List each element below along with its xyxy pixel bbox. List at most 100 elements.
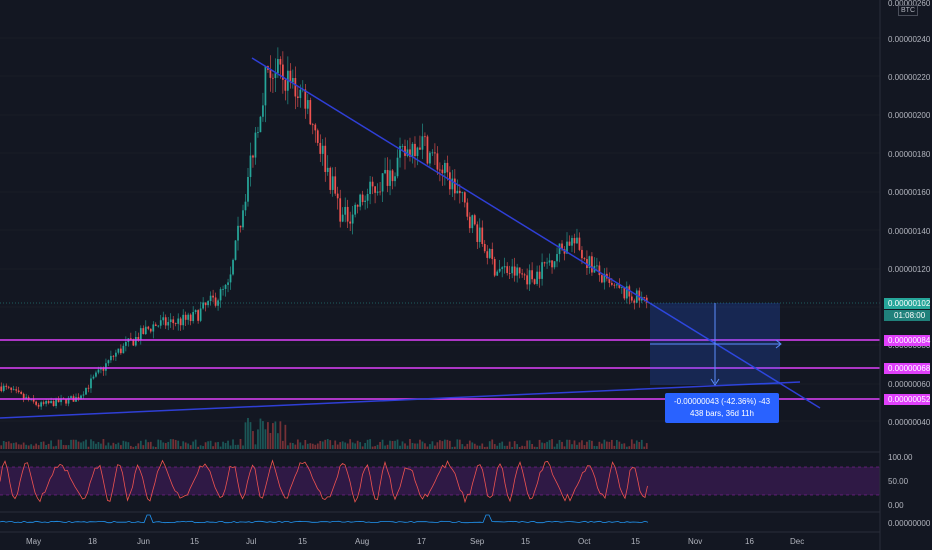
volume-bar <box>354 443 357 449</box>
candle-body <box>204 302 207 306</box>
candle-body <box>152 324 155 332</box>
oscillator-pane <box>0 451 880 513</box>
volume-bar <box>40 441 42 449</box>
candle-body <box>249 155 252 177</box>
volume-bar <box>182 441 185 449</box>
volume-bar <box>436 442 439 449</box>
volume-bar <box>396 439 399 449</box>
candle-body <box>436 153 439 170</box>
candle-body <box>107 360 110 364</box>
candle-body <box>421 136 424 150</box>
candle-body <box>60 398 62 403</box>
volume-bar <box>319 440 322 449</box>
volume-bar <box>371 446 374 449</box>
volume-bar <box>169 439 172 449</box>
volume-bar <box>286 445 289 449</box>
volume-bar <box>326 439 329 449</box>
descending-trendline[interactable] <box>251 57 821 409</box>
candle-body <box>257 132 259 133</box>
candle-body <box>411 143 414 157</box>
time-axis[interactable]: May 18 Jun 15 Jul 15 Aug 17 Sep 15 Oct 1… <box>26 537 804 546</box>
volume-bar <box>264 429 267 449</box>
volume-bar <box>17 444 20 449</box>
candle-body <box>17 390 20 392</box>
candle-body <box>154 324 157 327</box>
candle-body <box>356 204 359 207</box>
volume-bar <box>95 443 97 449</box>
candle-body <box>262 105 264 117</box>
volume-bar <box>309 443 312 449</box>
candle-body <box>304 89 307 109</box>
volume-bar <box>516 444 519 449</box>
volume-bar <box>184 442 187 449</box>
volume-bar <box>640 439 643 449</box>
volume-bar <box>314 444 317 449</box>
candle-body <box>434 152 436 154</box>
candle-body <box>431 152 434 154</box>
volume-bar <box>57 439 60 449</box>
price-tick: 0.00000120 <box>888 265 931 274</box>
candle-body <box>331 176 334 190</box>
volume-bar <box>321 441 324 449</box>
volume-bar <box>35 443 38 449</box>
candle-body <box>556 254 558 262</box>
candle-body <box>466 202 469 217</box>
candle-body <box>291 77 294 83</box>
volume-bar <box>222 441 224 449</box>
volume-bar <box>259 418 262 449</box>
time-tick: Dec <box>790 537 804 546</box>
candle-body <box>588 256 591 268</box>
candle-body <box>316 130 319 143</box>
candle-body <box>55 398 57 406</box>
volume-bar <box>551 439 553 449</box>
volume-bar <box>411 442 414 449</box>
current-price-tag <box>884 298 930 309</box>
volume-bar <box>55 445 57 449</box>
candle-body <box>638 290 641 301</box>
volume-bar <box>284 424 287 449</box>
candle-body <box>496 271 499 276</box>
volume-bar <box>366 439 369 449</box>
candle-body <box>95 372 97 377</box>
volume-bar <box>174 439 177 449</box>
candle-body <box>269 69 272 78</box>
candle-body <box>404 146 406 156</box>
volume-bar <box>120 445 122 449</box>
price-axis[interactable]: 0.00000260 0.00000240 0.00000220 0.00000… <box>879 0 931 550</box>
candle-body <box>306 100 309 109</box>
candle-body <box>132 339 135 346</box>
volume-bar <box>610 439 613 449</box>
candle-body <box>92 376 95 379</box>
ascending-trendline[interactable] <box>0 381 801 419</box>
candle-body <box>149 328 152 332</box>
measure-change-text: -0.00000043 (-42.36%) -43 <box>673 397 771 406</box>
measure-tool-label: -0.00000043 (-42.36%) -43 438 bars, 36d … <box>665 393 779 423</box>
volume-bar <box>304 440 307 449</box>
volume-bar <box>189 445 192 449</box>
candle-body <box>523 274 526 276</box>
volume-bar <box>311 443 314 449</box>
candle-body <box>144 326 147 335</box>
candle-body <box>573 238 576 244</box>
volume-bar <box>389 440 391 449</box>
candle-body <box>162 317 165 321</box>
candle-body <box>272 77 274 79</box>
candle-body <box>142 328 145 335</box>
volume-bar <box>159 440 162 449</box>
volume-bar <box>493 444 496 449</box>
volume-bar <box>65 445 67 449</box>
candle-body <box>100 368 102 370</box>
volume-bar <box>289 442 292 449</box>
candle-body <box>463 192 466 203</box>
candle-body <box>376 191 379 193</box>
candle-body <box>45 401 47 404</box>
candle-body <box>349 221 352 224</box>
volume-bar <box>571 444 573 449</box>
volume-bar <box>533 446 536 449</box>
volume-bar <box>272 423 274 449</box>
time-tick: Jun <box>137 537 150 546</box>
volume-bar <box>548 440 551 449</box>
candle-body <box>468 216 471 229</box>
volume-bar <box>508 441 511 449</box>
